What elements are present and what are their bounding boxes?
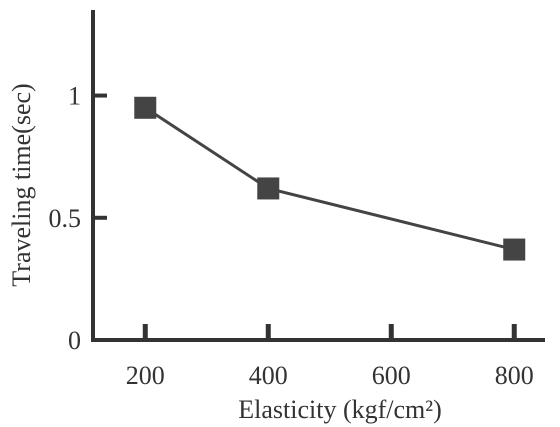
x-tick-label: 800 (495, 361, 534, 390)
series (134, 96, 526, 261)
ticks: 200 400 600 800 0 0.5 1 (49, 82, 534, 390)
data-point (503, 238, 526, 261)
data-point (257, 177, 280, 200)
y-tick-label: 0 (68, 326, 81, 355)
axes (91, 10, 545, 342)
y-tick-label: 1 (68, 82, 81, 111)
x-axis-label: Elasticity (kgf/cm²) (238, 395, 441, 424)
data-point (134, 96, 157, 119)
series-line (144, 106, 515, 252)
x-tick-label: 200 (126, 361, 165, 390)
y-axis-label: Traveling time(sec) (7, 83, 36, 286)
x-tick-label: 400 (249, 361, 288, 390)
y-tick-label: 0.5 (49, 204, 82, 233)
x-tick-label: 600 (372, 361, 411, 390)
